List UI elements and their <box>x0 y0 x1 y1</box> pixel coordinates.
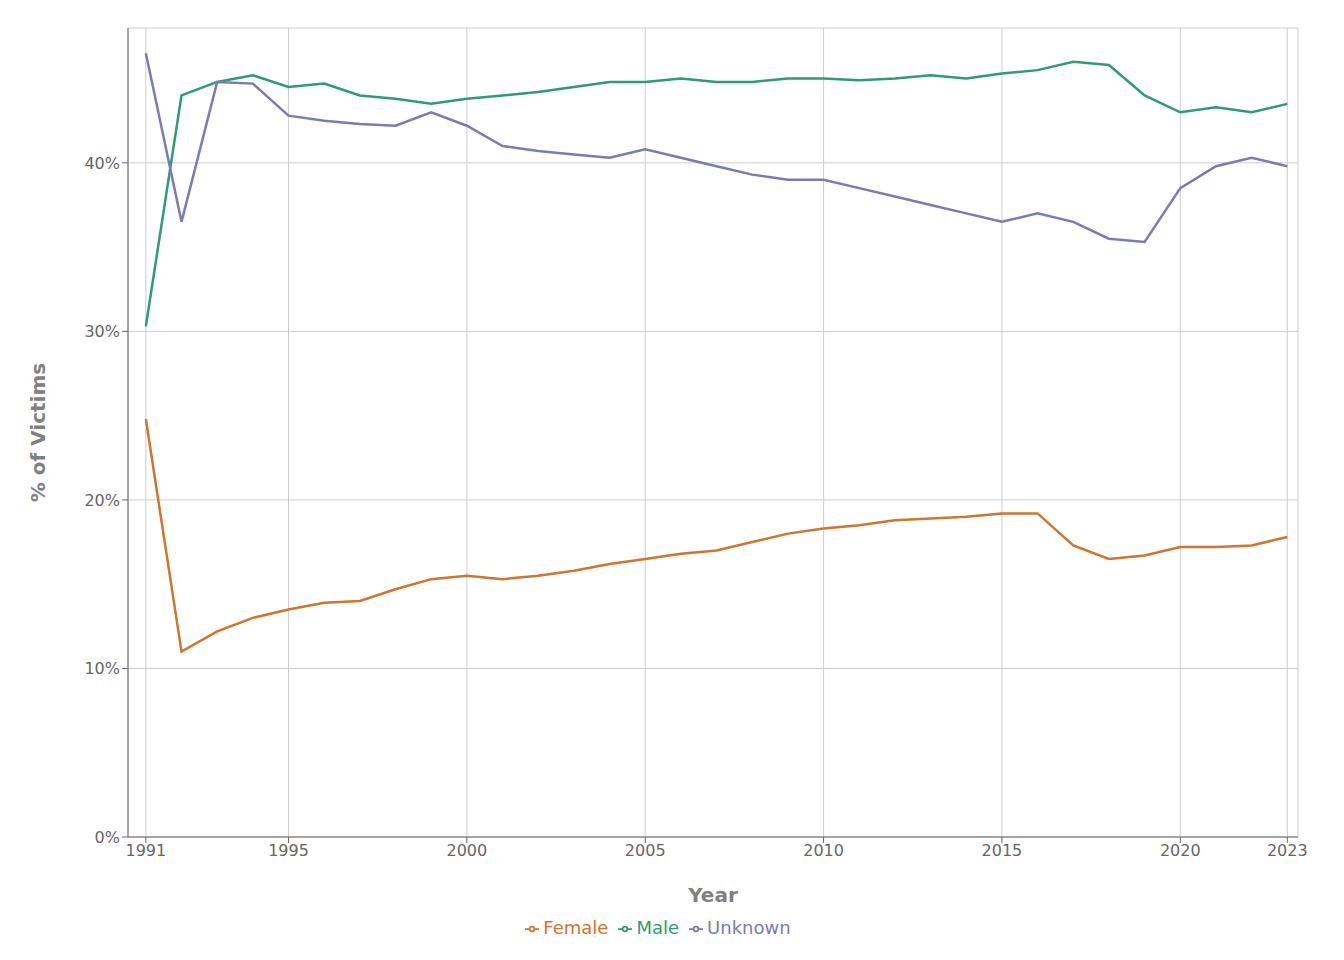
svg-text:Year: Year <box>687 883 738 907</box>
svg-text:30%: 30% <box>84 322 120 341</box>
svg-text:1995: 1995 <box>268 841 309 860</box>
svg-text:2000: 2000 <box>447 841 488 860</box>
svg-text:% of Victims: % of Victims <box>26 363 50 502</box>
svg-text:0%: 0% <box>95 828 120 847</box>
html-text:Male: Male <box>636 917 680 938</box>
svg-text:40%: 40% <box>84 154 120 173</box>
html-text:Unknown: Unknown <box>707 917 791 938</box>
svg-text:20%: 20% <box>84 491 120 510</box>
svg-text:1991: 1991 <box>125 841 166 860</box>
svg-text:2020: 2020 <box>1160 841 1201 860</box>
svg-text:10%: 10% <box>84 659 120 678</box>
svg-text:2015: 2015 <box>982 841 1023 860</box>
html-text:Female: Female <box>543 917 609 938</box>
svg-text:2010: 2010 <box>803 841 844 860</box>
svg-text:2005: 2005 <box>625 841 666 860</box>
svg-text:2023: 2023 <box>1267 841 1308 860</box>
